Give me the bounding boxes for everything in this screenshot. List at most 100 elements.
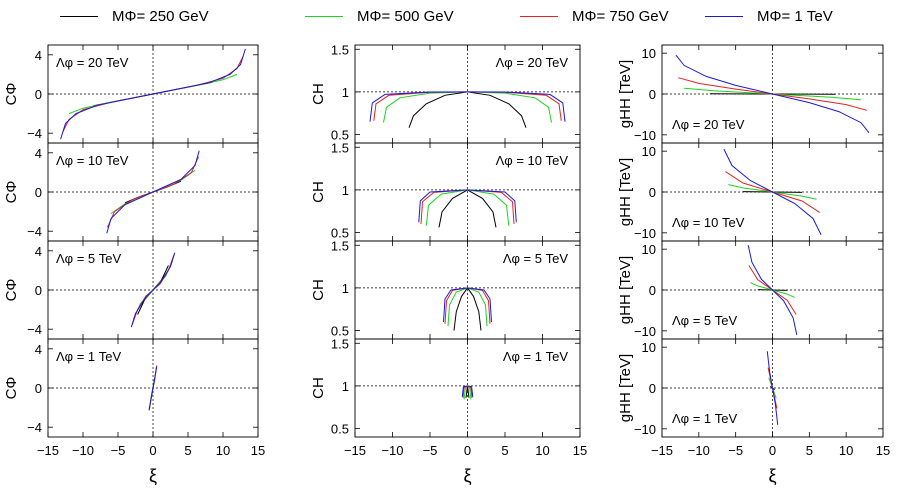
x-tick-label: 15 [251, 443, 265, 458]
series-line-3 [766, 351, 779, 425]
x-axis-label: ξ [463, 466, 471, 486]
panel-annotation: Λφ = 20 TeV [672, 117, 745, 132]
column-g_HH: −10 0 10 gHH [TeV] Λφ = 20 TeV −10 0 10 gHH [TeV… [617, 44, 890, 486]
panel-C_H-1: 0.5 1 1.5 CH Λφ = 10 TeV [310, 140, 581, 242]
y-tick-label: 1 [342, 85, 349, 100]
panel-g_HH-2: −10 0 10 gHH [TeV] Λφ = 5 TeV [617, 240, 884, 340]
y-axis-label: CH [310, 279, 327, 301]
panel-C_H-0: 0.5 1 1.5 CH Λφ = 20 TeV [310, 42, 581, 144]
panel-C_H-2: 0.5 1 1.5 CH Λφ = 5 TeV [310, 238, 581, 340]
x-tick-label: 10 [839, 443, 853, 458]
panel-C_H-3: 0.5 1 1.5 CH Λφ = 1 TeV [310, 336, 581, 438]
y-tick-label: 0 [35, 381, 42, 396]
column-C_Phi: −4 0 4 CΦ Λφ = 20 TeV −4 0 4 CΦ Λφ = 10 TeV −4 0 4 CΦ… [3, 44, 265, 486]
legend: MΦ= 250 GeV MΦ= 500 GeV MΦ= 750 GeV MΦ= … [0, 6, 900, 28]
y-tick-label: 0.5 [331, 323, 349, 338]
y-tick-label: 0 [649, 185, 656, 200]
panel-annotation: Λφ = 10 TeV [56, 153, 129, 168]
column-C_H: 0.5 1 1.5 CH Λφ = 20 TeV 0.5 1 1.5 CH Λφ = 10 TeV… [310, 42, 587, 486]
legend-label-750: MΦ= 750 GeV [572, 8, 669, 25]
y-tick-label: 0 [35, 185, 42, 200]
y-axis-label: gHH [TeV] [617, 354, 634, 422]
x-tick-label: 15 [876, 443, 890, 458]
y-axis-label: CΦ [3, 181, 20, 204]
panel-annotation: Λφ = 20 TeV [56, 55, 129, 70]
series-line-3 [418, 189, 517, 223]
y-tick-label: 10 [642, 144, 656, 159]
y-tick-label: 1 [342, 183, 349, 198]
x-tick-label: 5 [806, 443, 813, 458]
x-tick-label: 10 [216, 443, 230, 458]
y-tick-label: −10 [634, 422, 656, 437]
x-axis-label: ξ [768, 466, 776, 486]
panel-annotation: Λφ = 20 TeV [496, 55, 569, 70]
x-tick-label: 0 [149, 443, 156, 458]
x-tick-label: −5 [111, 443, 126, 458]
panel-C_Phi-3: −4 0 4 CΦ Λφ = 1 TeV [3, 338, 259, 438]
legend-swatch-1000 [705, 16, 743, 17]
panel-annotation: Λφ = 1 TeV [503, 349, 569, 364]
y-tick-label: 10 [642, 340, 656, 355]
panel-annotation: Λφ = 5 TeV [503, 251, 569, 266]
panel-C_Phi-0: −4 0 4 CΦ Λφ = 20 TeV [3, 44, 259, 144]
series-line-3 [148, 366, 158, 410]
series-line-3 [60, 48, 246, 140]
y-tick-label: 10 [642, 242, 656, 257]
x-tick-label: −10 [688, 443, 710, 458]
x-tick-label: −5 [423, 443, 438, 458]
panel-annotation: Λφ = 5 TeV [672, 313, 738, 328]
y-tick-label: 1 [342, 379, 349, 394]
legend-label-250: MΦ= 250 GeV [112, 8, 209, 25]
y-tick-label: −4 [27, 126, 42, 141]
panel-annotation: Λφ = 1 TeV [56, 349, 122, 364]
panel-annotation: Λφ = 10 TeV [496, 153, 569, 168]
y-tick-label: 0 [35, 87, 42, 102]
panel-C_Phi-1: −4 0 4 CΦ Λφ = 10 TeV [3, 142, 259, 242]
x-tick-label: −15 [344, 443, 366, 458]
x-tick-label: 0 [464, 443, 471, 458]
y-tick-label: 0.5 [331, 225, 349, 240]
x-tick-label: 5 [184, 443, 191, 458]
panel-annotation: Λφ = 10 TeV [672, 215, 745, 230]
y-tick-label: 10 [642, 46, 656, 61]
panel-g_HH-1: −10 0 10 gHH [TeV] Λφ = 10 TeV [617, 142, 884, 242]
legend-swatch-750 [520, 16, 558, 17]
y-tick-label: 4 [35, 146, 42, 161]
y-tick-label: 0 [35, 283, 42, 298]
y-axis-label: CΦ [3, 377, 20, 400]
y-tick-label: 4 [35, 48, 42, 63]
series-line-3 [130, 252, 176, 328]
y-axis-label: CH [310, 181, 327, 203]
series-line-3 [675, 54, 870, 134]
series-line-3 [106, 150, 200, 234]
x-tick-label: 10 [535, 443, 549, 458]
series-line-3 [461, 385, 474, 397]
y-tick-label: −4 [27, 224, 42, 239]
y-tick-label: 1.5 [331, 238, 349, 253]
y-axis-label: CH [310, 83, 327, 105]
y-tick-label: −10 [634, 324, 656, 339]
y-tick-label: −10 [634, 226, 656, 241]
y-tick-label: 0.5 [331, 127, 349, 142]
x-tick-label: −15 [37, 443, 59, 458]
y-tick-label: −4 [27, 420, 42, 435]
legend-swatch-250 [60, 16, 98, 17]
y-axis-label: CΦ [3, 279, 20, 302]
x-tick-label: −15 [651, 443, 673, 458]
panel-g_HH-3: −10 0 10 gHH [TeV] Λφ = 1 TeV [617, 338, 884, 438]
y-tick-label: 0 [649, 381, 656, 396]
y-axis-label: CH [310, 377, 327, 399]
y-tick-label: 1 [342, 281, 349, 296]
x-tick-label: −10 [72, 443, 94, 458]
series-line-3 [747, 244, 798, 336]
x-tick-label: −10 [381, 443, 403, 458]
y-tick-label: −4 [27, 322, 42, 337]
y-tick-label: 0.5 [331, 421, 349, 436]
y-tick-label: 1.5 [331, 42, 349, 57]
x-tick-label: −5 [728, 443, 743, 458]
series-line-3 [443, 287, 492, 323]
x-axis-label: ξ [149, 466, 157, 486]
y-axis-label: gHH [TeV] [617, 158, 634, 226]
x-tick-label: 15 [573, 443, 587, 458]
